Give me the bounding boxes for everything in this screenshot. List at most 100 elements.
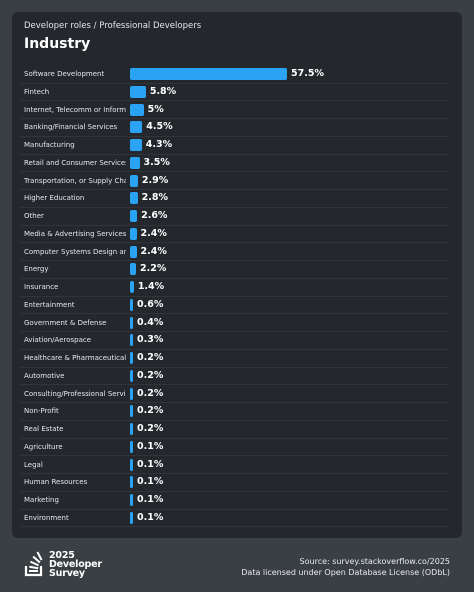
bar bbox=[130, 103, 144, 116]
category-label: Internet, Telecomm or Information Servic… bbox=[24, 105, 126, 114]
category-label: Environment bbox=[24, 513, 69, 522]
category-label: Manufacturing bbox=[24, 141, 75, 149]
category-label: Media & Advertising Services bbox=[24, 229, 126, 238]
category-label: Marketing bbox=[24, 496, 59, 504]
table-row: Non-Profit 0.2% bbox=[20, 403, 448, 421]
table-row: Computer Systems Design and Services 2.4% bbox=[20, 244, 448, 262]
bar bbox=[130, 85, 146, 98]
bar bbox=[130, 423, 133, 435]
table-row: Environment 0.1% bbox=[20, 510, 448, 528]
table-row: Entertainment 0.6% bbox=[20, 297, 448, 315]
table-row: Legal 0.1% bbox=[20, 457, 448, 475]
value-label: 0.1% bbox=[137, 476, 164, 488]
table-row: Insurance 1.4% bbox=[20, 279, 448, 297]
bar bbox=[130, 494, 133, 506]
license-text: Data licensed under Open Database Licens… bbox=[241, 568, 450, 577]
bar bbox=[130, 369, 133, 382]
table-row: Other 2.6% bbox=[20, 208, 448, 226]
bar bbox=[130, 352, 133, 364]
category-label: Consulting/Professional Services bbox=[24, 389, 126, 398]
category-label: Aviation/Aerospace bbox=[24, 336, 92, 345]
value-label: 57.5% bbox=[291, 68, 324, 79]
value-label: 0.2% bbox=[137, 405, 164, 417]
page-title: Industry bbox=[24, 36, 91, 52]
value-label: 0.2% bbox=[137, 352, 164, 363]
value-label: 0.2% bbox=[137, 369, 164, 381]
bar bbox=[130, 405, 133, 418]
breadcrumb: Developer roles / Professional Developer… bbox=[24, 21, 202, 31]
chart-card: Developer roles / Professional Developer… bbox=[12, 12, 462, 538]
category-label: Higher Education bbox=[24, 194, 85, 203]
category-label: Legal bbox=[24, 460, 43, 469]
table-row: Energy 2.2% bbox=[20, 261, 448, 279]
source-link[interactable]: Source: survey.stackoverflow.co/2025 bbox=[299, 557, 450, 566]
bar bbox=[130, 263, 136, 276]
table-row: Internet, Telecomm or Information Servic… bbox=[20, 102, 448, 120]
category-label: Automotive bbox=[24, 371, 65, 380]
category-label: Fintech bbox=[24, 87, 50, 96]
bar bbox=[130, 139, 142, 151]
bar bbox=[130, 156, 140, 169]
value-label: 0.6% bbox=[137, 298, 164, 310]
stackoverflow-logo-icon bbox=[24, 551, 43, 577]
value-label: 5.8% bbox=[149, 85, 177, 97]
table-row: Banking/Financial Services 4.5% bbox=[20, 119, 448, 137]
table-row: Marketing 0.1% bbox=[20, 492, 448, 510]
category-label: Entertainment bbox=[24, 300, 75, 309]
bar bbox=[130, 68, 287, 80]
source-note: Source: survey.stackoverflow.co/2025 Dat… bbox=[241, 556, 450, 578]
value-label: 0.1% bbox=[137, 511, 164, 523]
category-label: Computer Systems Design and Services bbox=[24, 247, 126, 256]
bar-chart: Software Development 57.5% Fintech 5.8% Inte… bbox=[12, 66, 462, 532]
value-label: 2.9% bbox=[141, 174, 169, 186]
value-label: 1.4% bbox=[137, 281, 165, 292]
value-label: 0.4% bbox=[137, 316, 164, 328]
bar bbox=[130, 334, 133, 347]
category-label: Real Estate bbox=[24, 425, 64, 433]
survey-logo-text: 2025 Developer Survey bbox=[49, 550, 102, 579]
bar bbox=[130, 387, 133, 400]
bar bbox=[130, 476, 133, 489]
category-label: Agriculture bbox=[24, 442, 63, 451]
value-label: 2.4% bbox=[140, 227, 167, 239]
category-label: Energy bbox=[24, 265, 49, 274]
value-label: 3.5% bbox=[143, 156, 170, 168]
table-row: Manufacturing 4.3% bbox=[20, 137, 448, 155]
table-row: Transportation, or Supply Chain 2.9% bbox=[20, 173, 448, 191]
value-label: 2.8% bbox=[141, 192, 168, 204]
category-label: Banking/Financial Services bbox=[24, 123, 118, 132]
table-row: Automotive 0.2% bbox=[20, 368, 448, 386]
bar bbox=[130, 210, 138, 222]
bar bbox=[130, 316, 133, 329]
table-row: Retail and Consumer Services 3.5% bbox=[20, 155, 448, 173]
category-label: Insurance bbox=[24, 283, 59, 291]
table-row: Fintech 5.8% bbox=[20, 84, 448, 102]
bar bbox=[130, 298, 133, 311]
value-label: 0.1% bbox=[137, 494, 164, 505]
bar bbox=[130, 458, 133, 471]
table-row: Human Resources 0.1% bbox=[20, 474, 448, 492]
table-row: Aviation/Aerospace 0.3% bbox=[20, 332, 448, 350]
category-label: Healthcare & Pharmaceuticals bbox=[24, 354, 126, 362]
value-label: 0.3% bbox=[137, 334, 164, 346]
bar bbox=[130, 121, 143, 134]
table-row: Consulting/Professional Services 0.2% bbox=[20, 386, 448, 404]
value-label: 0.2% bbox=[137, 423, 164, 434]
value-label: 2.2% bbox=[140, 263, 167, 275]
value-label: 2.6% bbox=[141, 210, 168, 221]
table-row: Higher Education 2.8% bbox=[20, 190, 448, 208]
bar bbox=[130, 227, 137, 240]
value-label: 5% bbox=[147, 103, 164, 115]
category-label: Human Resources bbox=[24, 478, 88, 487]
table-row: Government & Defense 0.4% bbox=[20, 315, 448, 333]
table-row: Software Development 57.5% bbox=[20, 66, 448, 84]
category-label: Non-Profit bbox=[24, 407, 59, 416]
value-label: 2.4% bbox=[140, 245, 167, 257]
category-label: Other bbox=[24, 212, 44, 220]
value-label: 0.2% bbox=[137, 387, 164, 399]
category-label: Government & Defense bbox=[24, 318, 107, 327]
bar bbox=[130, 192, 138, 205]
bar bbox=[130, 281, 134, 293]
value-label: 4.5% bbox=[146, 121, 173, 133]
bar bbox=[130, 440, 133, 453]
